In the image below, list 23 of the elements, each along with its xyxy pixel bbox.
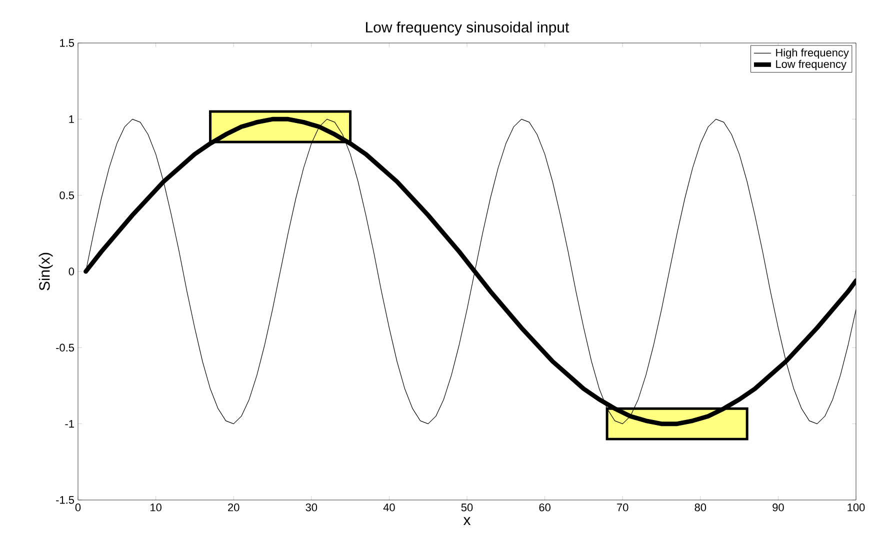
y-tick-label: 1.5: [60, 39, 74, 47]
y-tick-label: 0: [68, 268, 74, 276]
x-tick-label: 90: [772, 504, 784, 512]
x-tick-label: 60: [539, 504, 550, 512]
y-tick-label: 0.5: [60, 191, 74, 200]
y-tick-label: 1: [69, 115, 74, 123]
legend-label: High frequency: [776, 48, 849, 59]
y-tick-label: -1.5: [56, 496, 74, 504]
x-tick-label: 70: [617, 504, 628, 512]
legend-label: Low frequency: [776, 60, 846, 70]
y-tick-label: -1: [65, 420, 74, 428]
x-tick-label: 80: [694, 504, 706, 512]
x-tick-label: 20: [228, 504, 240, 512]
x-tick-label: 50: [461, 504, 473, 512]
x-tick-label: 40: [383, 504, 395, 512]
x-tick-label: 0: [75, 504, 81, 512]
x-tick-label: 100: [848, 504, 865, 512]
x-axis-title: x: [463, 517, 471, 526]
x-tick-label: 30: [306, 504, 318, 512]
y-tick-label: -0.5: [56, 344, 74, 352]
y-axis-title: Sin(x): [38, 252, 53, 290]
chart-title: Low frequency sinusoidal input: [366, 22, 570, 36]
x-tick-label: 10: [150, 504, 162, 512]
